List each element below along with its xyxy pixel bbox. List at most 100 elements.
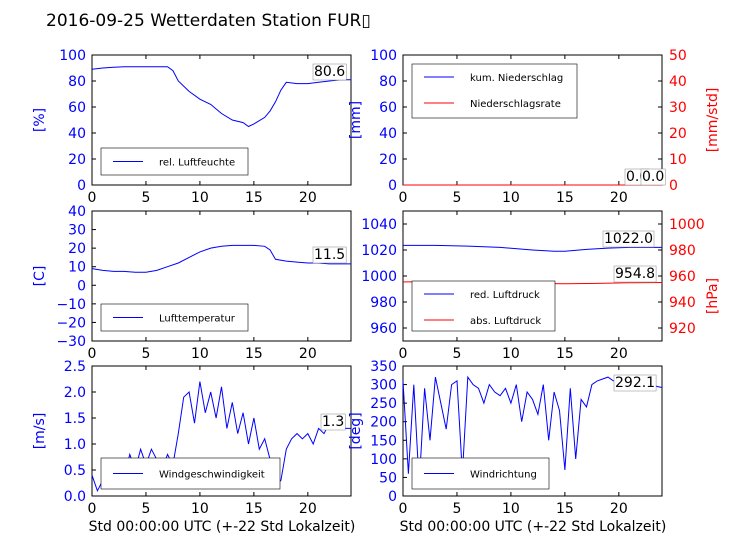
legend-box — [411, 280, 556, 332]
x-tick-label: 0 — [399, 190, 408, 206]
x-tick-label: 0 — [399, 346, 408, 362]
x-tick-label: 10 — [191, 346, 209, 362]
y2-tick-label: 20 — [669, 126, 687, 142]
current-value-box — [640, 168, 666, 186]
legend: kum. Niederschlag Niederschlagsrate — [411, 63, 578, 119]
legend: rel. Luftfeuchte — [100, 147, 249, 176]
y-tick-label: −10 — [56, 297, 86, 313]
legend-label: red. Luftdruck — [470, 290, 540, 301]
y-tick-label: 150 — [370, 433, 397, 449]
y-tick-label: 80 — [68, 74, 86, 90]
legend: Windrichtung — [411, 457, 550, 490]
y-tick-label: 30 — [68, 223, 86, 239]
legend-label: Lufttemperatur — [159, 314, 236, 325]
current-value-box — [320, 413, 346, 431]
x-tick-label: 5 — [452, 190, 461, 206]
y-tick-label: 40 — [68, 204, 86, 220]
y-tick-label: 60 — [68, 100, 86, 116]
y-axis-label: [mm] — [348, 101, 364, 139]
x-tick-label: 15 — [245, 190, 263, 206]
plot-frame — [402, 365, 663, 497]
y2-tick-label: 920 — [669, 321, 696, 337]
panel-wind-speed: 0 5 10 15 20 0.0 0.5 1.0 1.5 2.0 2.5 [m/s] Windgesch… — [32, 359, 352, 517]
y-tick-label: 10 — [68, 260, 86, 276]
y-axis-label: [C] — [32, 266, 48, 287]
y-tick-label: 20 — [68, 241, 86, 257]
legend-label: Windgeschwindigkeit — [159, 470, 265, 481]
plot-frame — [91, 365, 352, 497]
x-tick-label: 0 — [88, 501, 97, 517]
y2-axis-label: [hPa] — [705, 278, 721, 314]
current-value-label: 1.3 — [322, 414, 344, 430]
y-tick-label: −30 — [56, 334, 86, 350]
y-tick-label: 980 — [370, 295, 397, 311]
x-tick-label: 0 — [88, 190, 97, 206]
legend: red. Luftdruck abs. Luftdruck — [411, 280, 556, 332]
current-value-label: 1022.0 — [604, 231, 653, 247]
y-tick-label: 60 — [379, 100, 397, 116]
current-value-label: 292.1 — [615, 375, 655, 391]
x-tick-label: 0 — [399, 501, 408, 517]
series-line-0 — [403, 244, 662, 252]
x-tick-label: 15 — [556, 346, 574, 362]
x-axis-label-right: Std 00:00:00 UTC (+-22 Std Lokalzeit) — [400, 519, 667, 535]
current-value-box — [613, 374, 657, 392]
legend-label: rel. Luftfeuchte — [159, 158, 235, 169]
legend-label: kum. Niederschlag — [470, 73, 563, 84]
y2-tick-label: 10 — [669, 152, 687, 168]
y2-tick-label: 980 — [669, 243, 696, 259]
y2-tick-label: 1000 — [669, 217, 705, 233]
y2-tick-label: 40 — [669, 74, 687, 90]
y-tick-label: 100 — [370, 452, 397, 468]
y2-tick-label: 940 — [669, 295, 696, 311]
x-tick-label: 5 — [452, 501, 461, 517]
x-tick-label: 10 — [502, 190, 520, 206]
panel-temperature: 0 5 10 15 20 −30 −20 −10 0 10 20 30 40 [C] Lufttempera… — [32, 204, 352, 362]
x-tick-label: 20 — [610, 346, 628, 362]
y-tick-label: 0.0 — [64, 489, 86, 505]
x-tick-label: 10 — [191, 190, 209, 206]
panel-humidity: 0 5 10 15 20 0 20 40 60 80 100 [%] rel. Luftfeuchte 8… — [32, 48, 352, 206]
y-tick-label: 1040 — [361, 217, 397, 233]
current-value-label: 0.0 — [642, 169, 664, 185]
panel-wind-direction: 0 5 10 15 20050100150200250300350[deg]Windri… — [348, 359, 663, 517]
y-tick-label: 2.0 — [64, 385, 86, 401]
y-tick-label: 80 — [379, 74, 397, 90]
x-tick-label: 15 — [556, 190, 574, 206]
y-tick-label: 20 — [379, 152, 397, 168]
x-tick-label: 5 — [141, 190, 150, 206]
y-tick-label: 0 — [388, 178, 397, 194]
y-axis-label: [%] — [32, 108, 48, 132]
y-tick-label: 50 — [379, 470, 397, 486]
y-tick-label: −20 — [56, 315, 86, 331]
y-axis-label: [deg] — [348, 412, 364, 449]
y-tick-label: 100 — [370, 48, 397, 64]
current-value-box — [312, 63, 347, 81]
legend: Lufttemperatur — [100, 303, 249, 332]
x-tick-label: 20 — [299, 346, 317, 362]
panel-precipitation: 0 5 10 15 20 0 20 40 60 80 100 [mm] 0 10 20 30 40 50 [mm/s… — [348, 48, 721, 206]
panel-pressure: 0 5 10 15 20 960 980 1000 1020 1040 920 940 960 980 10… — [361, 210, 721, 362]
current-value-label: 954.8 — [615, 266, 655, 282]
y2-axis-label: [mm/std] — [705, 88, 721, 153]
x-axis-label-left: Std 00:00:00 UTC (+-22 Std Lokalzeit) — [89, 519, 356, 535]
y-tick-label: 0 — [388, 489, 397, 505]
y2-tick-label: 30 — [669, 100, 687, 116]
current-value-box — [613, 265, 657, 283]
legend: Windgeschwindigkeit — [100, 457, 281, 490]
current-value-box — [602, 230, 655, 248]
x-tick-label: 10 — [502, 346, 520, 362]
legend-label: abs. Luftdruck — [470, 316, 541, 327]
y-tick-label: 350 — [370, 359, 397, 375]
y-tick-label: 1.0 — [64, 437, 86, 453]
legend-label: Niederschlagsrate — [470, 99, 561, 110]
current-value-label: 80.6 — [314, 64, 345, 80]
current-value-label: 11.5 — [314, 247, 345, 263]
y-tick-label: 1000 — [361, 269, 397, 285]
y-tick-label: 1020 — [361, 243, 397, 259]
x-tick-label: 20 — [610, 190, 628, 206]
y-tick-label: 200 — [370, 415, 397, 431]
x-tick-label: 5 — [141, 501, 150, 517]
